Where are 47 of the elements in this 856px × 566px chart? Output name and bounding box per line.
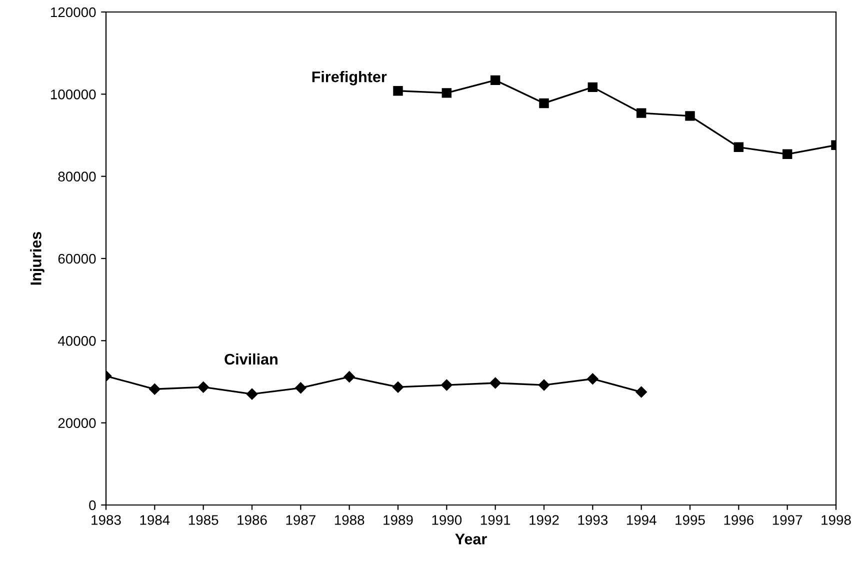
x-tick-label: 1987 <box>286 515 316 525</box>
y-axis-title: Injuries <box>30 232 44 285</box>
point <box>198 381 209 393</box>
point <box>538 379 550 391</box>
x-tick-label: 1997 <box>772 515 802 525</box>
point <box>295 382 306 394</box>
x-tick-label: 1986 <box>238 515 267 525</box>
x-tick-label: 1992 <box>530 515 559 525</box>
point <box>392 381 404 393</box>
point <box>782 149 792 160</box>
x-tick-label: 1996 <box>724 515 754 525</box>
y-tick-label: 20000 <box>58 418 96 428</box>
x-tick-label: 1991 <box>480 515 510 525</box>
x-tick-label: 1984 <box>140 515 170 525</box>
series-label: Firefighter <box>312 71 387 86</box>
y-tick-label: 60000 <box>58 254 96 264</box>
point <box>490 75 500 86</box>
point <box>587 373 598 384</box>
y-tick-label: 0 <box>89 500 96 510</box>
point <box>441 379 452 391</box>
point <box>636 386 647 398</box>
point <box>685 111 695 121</box>
point <box>490 377 501 389</box>
y-tick-label: 120000 <box>50 7 96 18</box>
point <box>149 384 160 395</box>
point <box>588 82 598 92</box>
y-tick-label: 80000 <box>58 172 96 182</box>
y-tick-label: 100000 <box>50 90 96 100</box>
x-tick-label: 1994 <box>626 515 656 525</box>
point <box>636 108 646 118</box>
x-tick-label: 1998 <box>822 515 851 525</box>
y-tick-label: 40000 <box>58 336 96 346</box>
x-tick-label: 1995 <box>676 515 705 525</box>
x-tick-label: 1993 <box>578 515 608 525</box>
point <box>734 142 744 152</box>
x-tick-label: 1985 <box>188 515 218 525</box>
x-tick-label: 1988 <box>334 515 364 525</box>
point <box>344 371 355 382</box>
point <box>442 88 452 98</box>
point <box>393 86 403 96</box>
point <box>539 98 549 108</box>
x-tick-label: 1983 <box>92 515 121 525</box>
point <box>246 388 258 400</box>
x-tick-label: 1989 <box>384 515 413 525</box>
series-label: Civilian <box>224 353 278 365</box>
x-axis-title: Year <box>455 534 487 544</box>
x-tick-label: 1990 <box>432 515 462 525</box>
